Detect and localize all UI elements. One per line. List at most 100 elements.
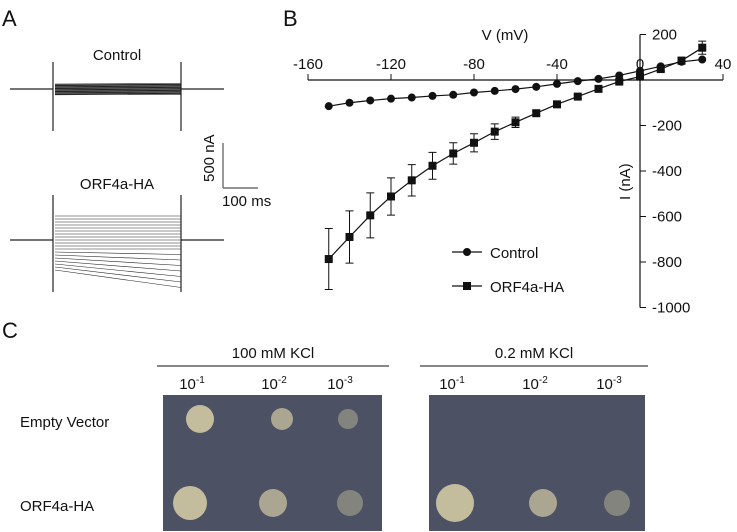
current-sweep <box>54 86 182 88</box>
x-tick-label: -40 <box>546 56 568 73</box>
data-point <box>698 43 707 52</box>
current-sweep <box>54 84 182 86</box>
data-point <box>594 84 603 93</box>
data-point <box>345 232 354 241</box>
yeast-spot <box>186 405 214 433</box>
data-point <box>324 255 333 264</box>
dilution-label: 10-3 <box>596 375 622 393</box>
x-tick-label: -80 <box>463 56 485 73</box>
current-sweep <box>54 257 182 266</box>
current-sweep <box>54 92 182 94</box>
y-tick-label: -200 <box>652 118 682 135</box>
data-point <box>490 86 499 95</box>
current-traces <box>10 62 224 292</box>
current-sweep <box>54 260 182 272</box>
current-sweep <box>54 93 182 95</box>
current-sweep <box>54 89 182 91</box>
data-point <box>345 98 354 107</box>
series-control: Control <box>324 55 707 262</box>
y-tick-label: -400 <box>652 163 682 180</box>
legend-marker <box>463 248 471 256</box>
data-point <box>656 65 665 74</box>
current-sweep <box>54 83 182 85</box>
legend-marker <box>463 282 471 290</box>
current-sweep <box>54 91 182 93</box>
series-orf4a-ha: ORF4a-HA <box>324 40 707 296</box>
data-point <box>428 91 437 100</box>
yeast-spot <box>604 490 630 516</box>
current-sweep <box>54 88 182 90</box>
x-tick-label: 0 <box>636 56 644 73</box>
current-sweep <box>54 90 182 92</box>
current-sweep <box>54 85 182 87</box>
data-point <box>615 71 624 80</box>
legend-label: ORF4a-HA <box>490 279 564 296</box>
data-point <box>407 93 416 102</box>
data-point <box>449 90 458 99</box>
current-sweep <box>54 269 182 288</box>
row-label: ORF4a-HA <box>20 498 94 515</box>
y-tick-label: -600 <box>652 209 682 226</box>
data-point <box>470 88 478 97</box>
panel-c-letter: C <box>2 318 18 343</box>
trace-label-control: Control <box>93 47 141 64</box>
data-point <box>615 77 624 86</box>
legend-label: Control <box>490 245 538 262</box>
iv-chart: -160 -120 -80 -40 0 40200-200-400-600-800-100… <box>293 27 731 317</box>
trace-label-orf4a: ORF4a-HA <box>80 176 154 193</box>
data-point <box>677 56 686 65</box>
data-point <box>553 79 561 88</box>
data-point <box>698 55 707 64</box>
yeast-spot <box>271 408 293 430</box>
y-tick-label: -800 <box>652 254 682 271</box>
data-point <box>532 109 541 118</box>
data-point <box>490 127 499 136</box>
current-sweep <box>54 254 182 261</box>
condition-label: 0.2 mM KCl <box>495 345 573 362</box>
data-point <box>470 138 478 147</box>
row-label: Empty Vector <box>20 414 109 431</box>
data-point <box>324 102 333 111</box>
data-point <box>573 92 582 101</box>
yeast-spot <box>338 409 358 429</box>
data-point <box>366 96 375 105</box>
spot-assay: Empty Vector ORF4a-HA 100 mM KCl 10-1 10-2 10… <box>20 345 648 531</box>
yeast-spot <box>436 484 474 522</box>
current-sweep <box>54 266 182 283</box>
yeast-spot <box>529 489 557 517</box>
data-point <box>387 94 395 103</box>
x-tick-label: -120 <box>376 56 406 73</box>
series-line <box>328 47 703 260</box>
data-point <box>594 74 603 83</box>
scale-label-time: 100 ms <box>222 193 271 210</box>
condition-label: 100 mM KCl <box>232 345 315 362</box>
current-sweep <box>54 91 182 93</box>
current-sweep <box>54 85 182 87</box>
current-sweep <box>54 88 182 90</box>
data-point <box>366 211 375 220</box>
y-axis-label: I (nA) <box>617 163 634 200</box>
data-point <box>428 161 437 170</box>
scale-label-current: 500 nA <box>201 134 218 182</box>
data-point <box>553 100 561 109</box>
dilution-label: 10-1 <box>439 375 465 393</box>
current-sweep <box>54 92 182 94</box>
current-sweep <box>54 251 182 255</box>
data-point <box>511 118 520 127</box>
x-tick-label: -160 <box>293 56 323 73</box>
orf4a-traces <box>10 195 224 292</box>
current-sweep <box>54 87 182 89</box>
y-tick-label: 200 <box>652 27 677 44</box>
data-point <box>636 72 644 81</box>
data-point <box>387 192 395 201</box>
dilution-label: 10-1 <box>179 375 205 393</box>
x-tick-label: 40 <box>715 56 732 73</box>
data-point <box>449 149 458 158</box>
data-point <box>511 85 520 94</box>
yeast-spot <box>259 489 287 517</box>
y-tick-label: -1000 <box>652 300 690 317</box>
current-sweep <box>54 86 182 88</box>
dilution-label: 10-2 <box>261 375 287 393</box>
x-axis-label: V (mV) <box>482 27 529 44</box>
